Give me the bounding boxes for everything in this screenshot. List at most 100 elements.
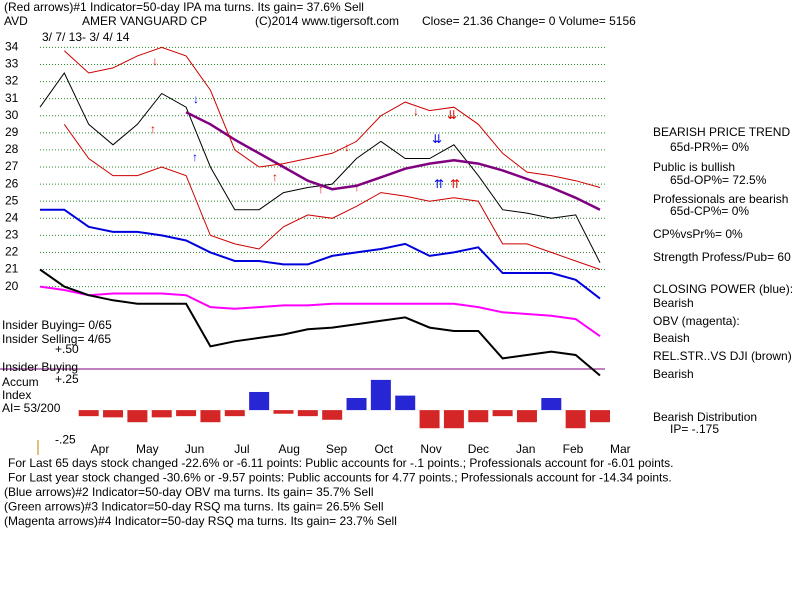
date-range: 3/ 7/ 13- 3/ 4/ 14 bbox=[42, 30, 130, 44]
accum-bar bbox=[322, 410, 343, 420]
svg-text:↑: ↑ bbox=[272, 170, 278, 184]
x-tick-label: Dec bbox=[468, 442, 489, 456]
y-tick-label: 24 bbox=[5, 210, 19, 224]
y-tick-label: 22 bbox=[5, 245, 19, 259]
footer-line: For Last 65 days stock changed -22.6% or… bbox=[8, 456, 673, 470]
y-tick-label: 33 bbox=[5, 57, 19, 71]
left-note: Insider Buying= 0/65 bbox=[2, 318, 112, 332]
signal-arrows: ↓ ↑ ↓ ↑ ↑ ↑ ↓ ↑ ↓ ⇊ ⇊ ⇈ ⇈ bbox=[150, 54, 460, 196]
series-line bbox=[185, 111, 601, 211]
y-tick-label: 27 bbox=[5, 159, 19, 173]
legend-label: CLOSING POWER (blue): bbox=[653, 282, 793, 296]
svg-text:⇊: ⇊ bbox=[432, 132, 442, 146]
accum-bar bbox=[468, 410, 489, 423]
side-note: Bearish bbox=[653, 367, 694, 381]
footer-line: (Blue arrows)#2 Indicator=50-day OBV ma … bbox=[4, 485, 374, 499]
x-tick-label: Oct bbox=[374, 442, 393, 456]
side-note: BEARISH PRICE TREND bbox=[653, 125, 790, 139]
left-note: Insider Selling= 4/65 bbox=[2, 332, 111, 346]
legend-label: REL.STR..VS DJI (brown) bbox=[653, 349, 792, 363]
side-note: Professionals are bearish bbox=[653, 192, 788, 206]
accum-bar bbox=[395, 395, 416, 411]
series-line bbox=[63, 46, 601, 188]
side-note: IP= -.175 bbox=[670, 422, 719, 436]
y-tick-label: 26 bbox=[5, 176, 19, 190]
side-note: Bearish bbox=[653, 296, 694, 310]
y-tick-label: 20 bbox=[5, 279, 19, 293]
side-note: Strength Profess/Pub= 60 bbox=[653, 250, 791, 264]
footer-line: (Green arrows)#3 Indicator=50-day RSQ ma… bbox=[4, 500, 384, 514]
series-line bbox=[39, 268, 601, 377]
accum-bar bbox=[273, 410, 294, 414]
x-tick-label: Jul bbox=[234, 442, 249, 456]
accum-bar bbox=[565, 410, 586, 429]
svg-text:⇊: ⇊ bbox=[447, 108, 457, 122]
y-tick-label: 34 bbox=[5, 40, 19, 54]
svg-text:↑: ↑ bbox=[192, 150, 198, 164]
accum-bar bbox=[370, 379, 391, 411]
side-note: 65d-PR%= 0% bbox=[670, 140, 749, 154]
accum-bar bbox=[249, 391, 270, 411]
x-tick-label: Mar bbox=[610, 442, 631, 456]
x-tick-label: Jun bbox=[185, 442, 204, 456]
svg-text:↑: ↑ bbox=[318, 182, 324, 196]
side-note: Public is bullish bbox=[653, 160, 735, 174]
x-tick-label: Apr bbox=[91, 442, 110, 456]
accum-bar bbox=[297, 410, 318, 417]
accum-bar bbox=[516, 410, 537, 423]
svg-text:↑: ↑ bbox=[354, 180, 360, 194]
chart-title: AMER VANGUARD CP bbox=[82, 14, 207, 28]
side-note: CP%vsPr%= 0% bbox=[653, 227, 743, 241]
accum-bar bbox=[127, 410, 148, 423]
y2-tick-label: +.25 bbox=[55, 372, 79, 386]
y-tick-label: 28 bbox=[5, 142, 19, 156]
accum-bar bbox=[103, 410, 124, 418]
y2-tick-label: +.50 bbox=[55, 342, 79, 356]
y-tick-label: 21 bbox=[5, 262, 19, 276]
accum-bar bbox=[443, 410, 464, 429]
accum-bar bbox=[78, 410, 99, 417]
x-tick-label: Aug bbox=[279, 442, 300, 456]
x-tick-label: May bbox=[136, 442, 159, 456]
y-tick-label: 25 bbox=[5, 193, 19, 207]
copyright: (C)2014 www.tigersoft.com bbox=[255, 14, 399, 28]
series-line bbox=[39, 285, 601, 338]
x-tick-label: Jan bbox=[516, 442, 535, 456]
svg-text:↑: ↑ bbox=[150, 122, 156, 136]
accum-bar bbox=[492, 410, 513, 417]
accum-bar bbox=[224, 410, 245, 417]
accum-bar bbox=[590, 410, 610, 423]
left-note: AI= 53/200 bbox=[2, 401, 61, 415]
x-tick-label: Sep bbox=[326, 442, 348, 456]
footer-line: For Last year stock changed -30.6% or -9… bbox=[8, 471, 672, 485]
accum-bar bbox=[176, 410, 197, 417]
legend-label: OBV (magenta): bbox=[653, 314, 740, 328]
y-tick-label: 29 bbox=[5, 125, 19, 139]
y-tick-label: 31 bbox=[5, 91, 19, 105]
y2-tick-label: -.25 bbox=[55, 433, 76, 447]
x-tick-label: Nov bbox=[420, 442, 441, 456]
accum-bar bbox=[346, 398, 367, 411]
svg-text:⇈: ⇈ bbox=[450, 177, 460, 191]
left-note: Insider Buying bbox=[2, 360, 78, 374]
left-note: Index bbox=[2, 388, 31, 402]
accum-bar bbox=[200, 410, 221, 423]
series-line bbox=[39, 72, 601, 263]
header: (Red arrows)#1 Indicator=50-day IPA ma t… bbox=[4, 0, 364, 14]
y-tick-label: 32 bbox=[5, 74, 19, 88]
accum-bar bbox=[541, 398, 562, 411]
accum-bar bbox=[419, 410, 440, 429]
quote: Close= 21.36 Change= 0 Volume= 5156 bbox=[422, 14, 636, 28]
svg-text:↓: ↓ bbox=[193, 92, 199, 106]
side-note: Bearish Distribution bbox=[653, 410, 757, 424]
svg-text:↓: ↓ bbox=[344, 140, 350, 154]
y-tick-label: 30 bbox=[5, 108, 19, 122]
y-tick-label: 23 bbox=[5, 228, 19, 242]
symbol: AVD bbox=[4, 14, 28, 28]
left-note: Accum bbox=[2, 375, 39, 389]
x-tick-label: Feb bbox=[563, 442, 584, 456]
side-note: 65d-CP%= 0% bbox=[670, 204, 749, 218]
side-note: Beaish bbox=[653, 331, 690, 345]
series-line bbox=[63, 124, 601, 270]
